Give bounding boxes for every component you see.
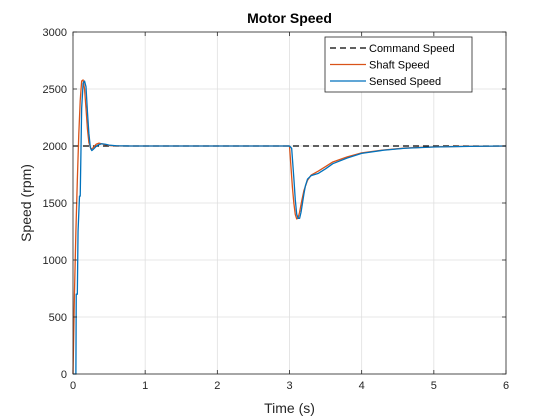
x-axis-label: Time (s) xyxy=(264,400,315,416)
y-tick-label: 1500 xyxy=(43,198,67,210)
x-tick-label: 1 xyxy=(142,380,148,392)
legend-label-command-speed: Command Speed xyxy=(369,43,455,55)
x-tick-label: 6 xyxy=(503,380,509,392)
y-tick-label: 500 xyxy=(49,312,67,324)
x-tick-label: 4 xyxy=(359,380,365,392)
series-layer xyxy=(72,79,507,375)
x-tick-label: 5 xyxy=(431,380,437,392)
y-tick-label: 0 xyxy=(61,369,67,381)
legend-label-shaft-speed: Shaft Speed xyxy=(369,60,430,72)
y-tick-label: 3000 xyxy=(43,27,67,39)
legend-label-sensed-speed: Sensed Speed xyxy=(369,76,441,88)
sensed-speed-line xyxy=(73,80,507,375)
y-tick-label: 2000 xyxy=(43,141,67,153)
tick-labels: 0 1 2 3 4 5 6 0 500 1000 1500 2000 2500 3000 xyxy=(43,27,510,392)
tick-marks xyxy=(72,31,507,375)
y-tick-label: 1000 xyxy=(43,255,67,267)
y-axis-label: Speed (rpm) xyxy=(18,164,34,242)
x-tick-label: 2 xyxy=(214,380,220,392)
chart-title: Motor Speed xyxy=(247,10,332,26)
x-tick-label: 3 xyxy=(286,380,292,392)
y-tick-label: 2500 xyxy=(43,84,67,96)
legend: Command Speed Shaft Speed Sensed Speed xyxy=(324,36,473,93)
x-tick-label: 0 xyxy=(70,380,76,392)
